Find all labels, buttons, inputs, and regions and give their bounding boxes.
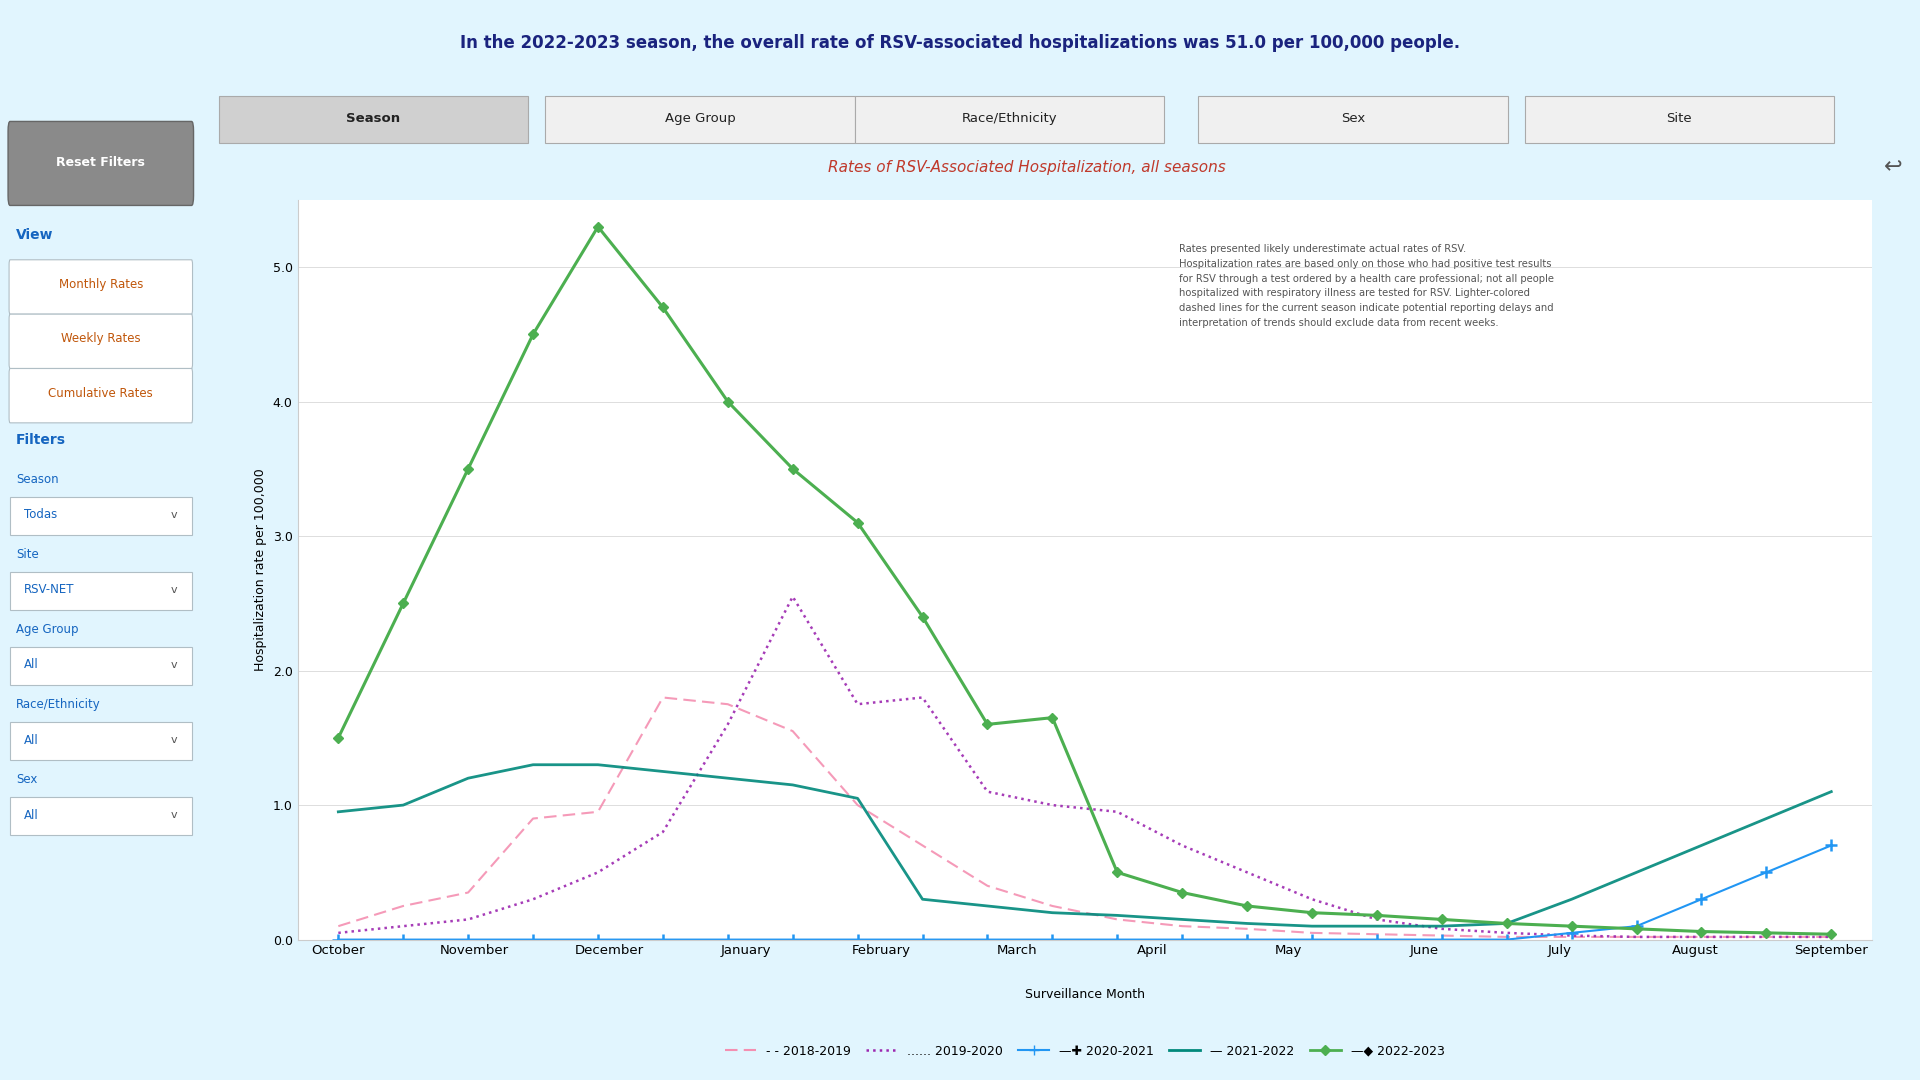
Text: Rates of RSV-Associated Hospitalization, all seasons: Rates of RSV-Associated Hospitalization,…	[828, 160, 1225, 175]
Text: Age Group: Age Group	[664, 112, 735, 125]
Text: v: v	[171, 810, 177, 820]
Text: Race/Ethnicity: Race/Ethnicity	[15, 698, 102, 711]
X-axis label: Surveillance Month: Surveillance Month	[1025, 988, 1144, 1001]
Legend: - - 2018-2019, ...... 2019-2020, —✚ 2020-2021, — 2021-2022, —◆ 2022-2023: - - 2018-2019, ...... 2019-2020, —✚ 2020…	[720, 1040, 1450, 1063]
FancyBboxPatch shape	[10, 572, 192, 609]
Text: Site: Site	[15, 548, 38, 561]
FancyBboxPatch shape	[854, 95, 1164, 143]
Text: v: v	[171, 735, 177, 745]
Text: Age Group: Age Group	[15, 623, 79, 636]
Text: Sex: Sex	[15, 773, 38, 786]
FancyBboxPatch shape	[545, 95, 854, 143]
Text: Filters: Filters	[15, 433, 65, 447]
FancyBboxPatch shape	[10, 497, 192, 535]
Text: All: All	[25, 733, 38, 746]
Text: ↩: ↩	[1884, 158, 1903, 177]
Text: Sex: Sex	[1340, 112, 1365, 125]
Text: In the 2022-2023 season, the overall rate of RSV-associated hospitalizations was: In the 2022-2023 season, the overall rat…	[461, 35, 1459, 52]
Text: RSV-NET: RSV-NET	[25, 583, 75, 596]
Text: Weekly Rates: Weekly Rates	[61, 333, 140, 346]
Text: Monthly Rates: Monthly Rates	[60, 278, 142, 291]
FancyBboxPatch shape	[10, 647, 192, 685]
Text: View: View	[15, 228, 54, 242]
Text: v: v	[171, 660, 177, 670]
Text: Site: Site	[1667, 112, 1692, 125]
Text: Season: Season	[15, 473, 60, 486]
Text: All: All	[25, 809, 38, 822]
FancyBboxPatch shape	[10, 260, 192, 314]
Text: Reset Filters: Reset Filters	[56, 157, 146, 170]
Text: Season: Season	[346, 112, 401, 125]
Text: All: All	[25, 659, 38, 672]
FancyBboxPatch shape	[219, 95, 528, 143]
FancyBboxPatch shape	[1198, 95, 1507, 143]
Text: Rates presented likely underestimate actual rates of RSV.
Hospitalization rates : Rates presented likely underestimate act…	[1179, 244, 1555, 328]
Y-axis label: Hospitalization rate per 100,000: Hospitalization rate per 100,000	[253, 469, 267, 671]
FancyBboxPatch shape	[10, 797, 192, 835]
Text: v: v	[171, 510, 177, 519]
Text: v: v	[171, 585, 177, 595]
Text: Cumulative Rates: Cumulative Rates	[48, 387, 154, 400]
Text: Todas: Todas	[25, 509, 58, 522]
FancyBboxPatch shape	[10, 723, 192, 760]
Text: Race/Ethnicity: Race/Ethnicity	[962, 112, 1058, 125]
FancyBboxPatch shape	[8, 121, 194, 205]
FancyBboxPatch shape	[10, 368, 192, 423]
FancyBboxPatch shape	[1524, 95, 1834, 143]
FancyBboxPatch shape	[10, 314, 192, 368]
